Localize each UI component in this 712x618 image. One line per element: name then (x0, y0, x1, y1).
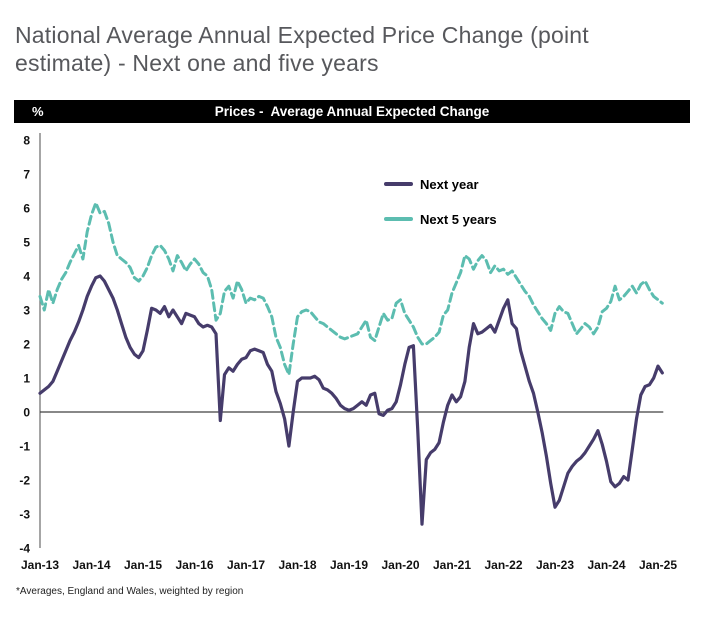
chart-header-title: Prices - Average Annual Expected Change (214, 104, 490, 119)
x-tick-label: Jan-19 (330, 558, 368, 572)
next-5-years-line-swatch (384, 217, 413, 221)
x-tick-label: Jan-18 (278, 558, 316, 572)
legend-label-next-year: Next year (420, 176, 479, 192)
chart-legend: Next year Next 5 years (384, 176, 497, 246)
x-tick-label: Jan-20 (381, 558, 419, 572)
page-title-line-2: estimate) - Next one and five years (15, 50, 379, 76)
x-tick-label: Jan-13 (21, 558, 59, 572)
y-tick-label: 5 (23, 236, 30, 250)
y-tick-label: 7 (23, 168, 30, 182)
x-tick-label: Jan-17 (227, 558, 265, 572)
x-tick-label: Jan-25 (639, 558, 677, 572)
y-tick-label: -2 (19, 474, 30, 488)
legend-label-next-5-years: Next 5 years (420, 211, 497, 227)
y-tick-label: 3 (23, 304, 30, 318)
legend-item-next-5-years: Next 5 years (384, 211, 497, 227)
y-tick-label: -1 (19, 440, 30, 454)
chart-header-bar: % Prices - Average Annual Expected Chang… (14, 100, 690, 123)
y-tick-label: 0 (23, 406, 30, 420)
page-title-line-1: National Average Annual Expected Price C… (15, 22, 589, 48)
y-tick-label: 8 (23, 134, 30, 148)
y-tick-label: -4 (19, 542, 30, 556)
page-title: National Average Annual Expected Price C… (15, 21, 695, 77)
y-tick-label: 4 (23, 270, 30, 284)
x-tick-label: Jan-14 (72, 558, 110, 572)
x-tick-label: Jan-21 (433, 558, 471, 572)
series-line-next-year (38, 274, 664, 526)
x-tick-label: Jan-24 (587, 558, 625, 572)
y-tick-label: -3 (19, 508, 30, 522)
x-tick-label: Jan-22 (484, 558, 522, 572)
x-tick-label: Jan-16 (175, 558, 213, 572)
series-line-next-5-years (38, 201, 664, 377)
next-year-line-swatch (384, 182, 413, 186)
x-tick-label: Jan-23 (536, 558, 574, 572)
y-axis-unit-label: % (32, 104, 44, 119)
legend-item-next-year: Next year (384, 176, 497, 192)
y-tick-label: 2 (23, 338, 30, 352)
y-tick-label: 1 (23, 372, 30, 386)
y-tick-label: 6 (23, 202, 30, 216)
footnote: *Averages, England and Wales, weighted b… (16, 586, 244, 597)
x-tick-label: Jan-15 (124, 558, 162, 572)
